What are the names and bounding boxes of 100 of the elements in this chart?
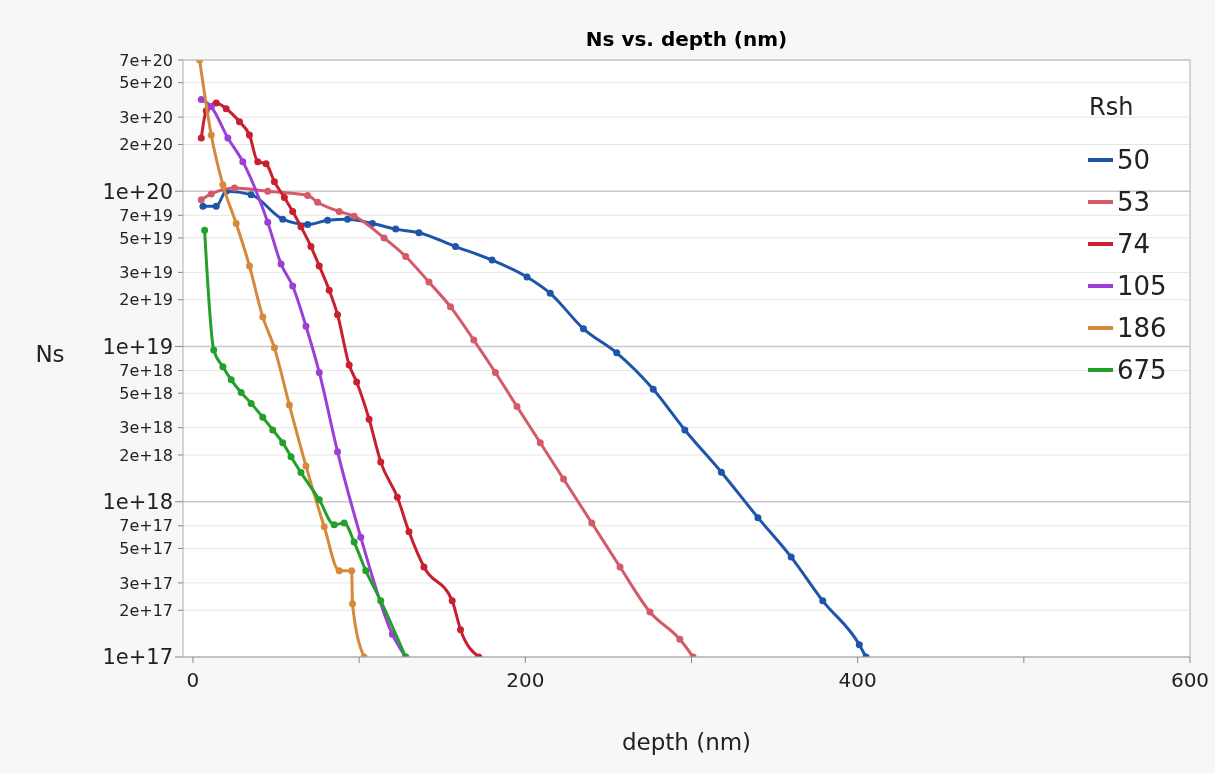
y-tick-label: 5e+20 (119, 73, 173, 93)
point (420, 563, 428, 571)
point (513, 403, 521, 411)
point (237, 389, 245, 397)
point (335, 208, 343, 216)
point (377, 597, 385, 605)
y-tick-label: 3e+17 (119, 573, 173, 593)
point (269, 426, 277, 434)
point (231, 184, 239, 192)
point (314, 198, 322, 206)
legend-label: 186 (1117, 313, 1167, 344)
point (649, 385, 657, 393)
point (334, 311, 342, 319)
point (289, 282, 297, 290)
point (297, 469, 305, 477)
y-tick-label: 2e+17 (119, 600, 173, 620)
point (344, 215, 352, 223)
point (247, 191, 255, 199)
x-tick-label: 400 (838, 668, 877, 692)
point (646, 608, 654, 616)
point (452, 243, 460, 251)
point (324, 216, 332, 224)
point (392, 225, 400, 233)
point (279, 439, 287, 447)
point (415, 229, 423, 237)
point (320, 523, 328, 531)
point (207, 190, 215, 198)
point (201, 226, 209, 234)
point (315, 496, 323, 504)
legend-label: 675 (1117, 355, 1167, 386)
point (380, 234, 388, 242)
point (264, 187, 272, 195)
point (353, 378, 361, 386)
point (219, 363, 227, 371)
chart-title: Ns vs. depth (nm) (585, 27, 788, 51)
point (787, 553, 795, 561)
y-tick-label: 5e+18 (119, 383, 173, 403)
y-tick-label: 7e+17 (119, 516, 173, 536)
point (349, 600, 356, 608)
point (402, 252, 410, 260)
legend-label: 50 (1117, 145, 1151, 176)
point (259, 413, 267, 421)
point (302, 322, 310, 330)
point (616, 563, 624, 571)
point (613, 349, 621, 357)
point (350, 538, 358, 546)
point (232, 219, 240, 227)
point (239, 158, 247, 166)
point (277, 260, 285, 268)
legend-label: 74 (1117, 229, 1151, 260)
x-axis-title: depth (nm) (621, 729, 752, 755)
y-tick-label: 1e+20 (102, 179, 173, 204)
point (262, 160, 270, 168)
point (247, 399, 255, 407)
point (588, 519, 596, 527)
y-tick-label: 7e+20 (119, 50, 173, 70)
point (348, 567, 356, 575)
point (325, 286, 333, 294)
legend-title: Rsh (1089, 93, 1134, 121)
point (393, 493, 401, 501)
point (425, 278, 433, 286)
point (307, 243, 315, 251)
point (579, 325, 587, 333)
point (315, 368, 323, 376)
point (245, 131, 253, 139)
point (681, 426, 689, 434)
point (304, 191, 312, 199)
point (270, 178, 278, 186)
x-tick-label: 200 (506, 668, 545, 692)
point (315, 262, 323, 270)
point (491, 368, 499, 376)
y-tick-label: 3e+19 (119, 263, 173, 282)
point (197, 134, 205, 142)
point (488, 256, 496, 264)
point (304, 221, 312, 229)
point (285, 401, 293, 409)
x-tick-label: 600 (1170, 668, 1210, 692)
point (377, 458, 385, 466)
point (855, 641, 863, 649)
point (405, 528, 413, 536)
point (365, 415, 373, 423)
point (245, 262, 253, 270)
point (717, 468, 725, 476)
point (330, 521, 338, 529)
point (197, 196, 205, 204)
point (210, 346, 218, 354)
point (819, 597, 827, 605)
point (523, 273, 531, 281)
point (219, 181, 227, 189)
point (350, 212, 358, 220)
point (207, 103, 215, 111)
y-tick-label: 5e+19 (119, 228, 173, 248)
point (340, 519, 348, 527)
point (368, 219, 376, 227)
y-tick-label: 1e+18 (102, 490, 173, 515)
point (345, 361, 353, 369)
point (470, 336, 478, 344)
point (362, 567, 370, 575)
y-tick-label: 3e+18 (119, 418, 173, 438)
y-tick-label: 2e+19 (119, 290, 173, 310)
